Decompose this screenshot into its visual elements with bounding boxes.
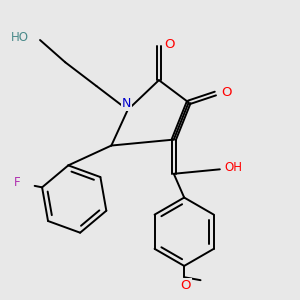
Text: O: O xyxy=(180,279,191,292)
Text: OH: OH xyxy=(224,161,242,174)
Text: O: O xyxy=(221,85,232,98)
Text: N: N xyxy=(122,98,131,110)
Text: O: O xyxy=(164,38,175,51)
Text: HO: HO xyxy=(11,31,29,44)
Text: F: F xyxy=(14,176,21,188)
